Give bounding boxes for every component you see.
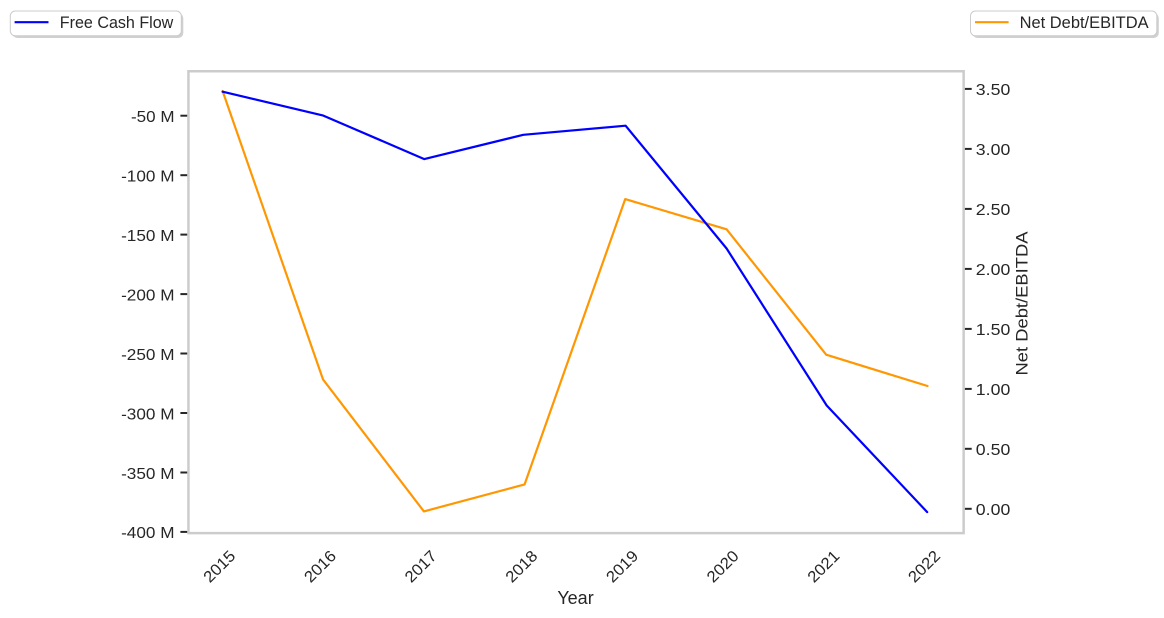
svg-text:2.50: 2.50: [976, 202, 1011, 219]
svg-text:-50 M: -50 M: [131, 109, 175, 126]
svg-text:0.00: 0.00: [976, 502, 1011, 519]
svg-text:Year: Year: [557, 588, 593, 608]
svg-text:-300 M: -300 M: [121, 406, 174, 423]
svg-text:1.50: 1.50: [976, 322, 1011, 339]
svg-text:-100 M: -100 M: [121, 169, 174, 186]
svg-text:2.00: 2.00: [976, 262, 1011, 279]
svg-text:-250 M: -250 M: [121, 347, 174, 364]
svg-text:3.50: 3.50: [976, 82, 1011, 99]
svg-text:0.50: 0.50: [976, 442, 1011, 459]
svg-text:Net Debt/EBITDA: Net Debt/EBITDA: [1013, 231, 1032, 376]
svg-text:Free Cash Flow: Free Cash Flow: [60, 13, 174, 32]
svg-text:3.00: 3.00: [976, 142, 1011, 159]
svg-text:-150 M: -150 M: [121, 228, 174, 245]
svg-text:1.00: 1.00: [976, 382, 1011, 399]
svg-text:-350 M: -350 M: [121, 466, 174, 483]
svg-text:-400 M: -400 M: [121, 525, 174, 542]
svg-text:-200 M: -200 M: [121, 287, 174, 304]
svg-text:Net Debt/EBITDA: Net Debt/EBITDA: [1020, 13, 1150, 32]
